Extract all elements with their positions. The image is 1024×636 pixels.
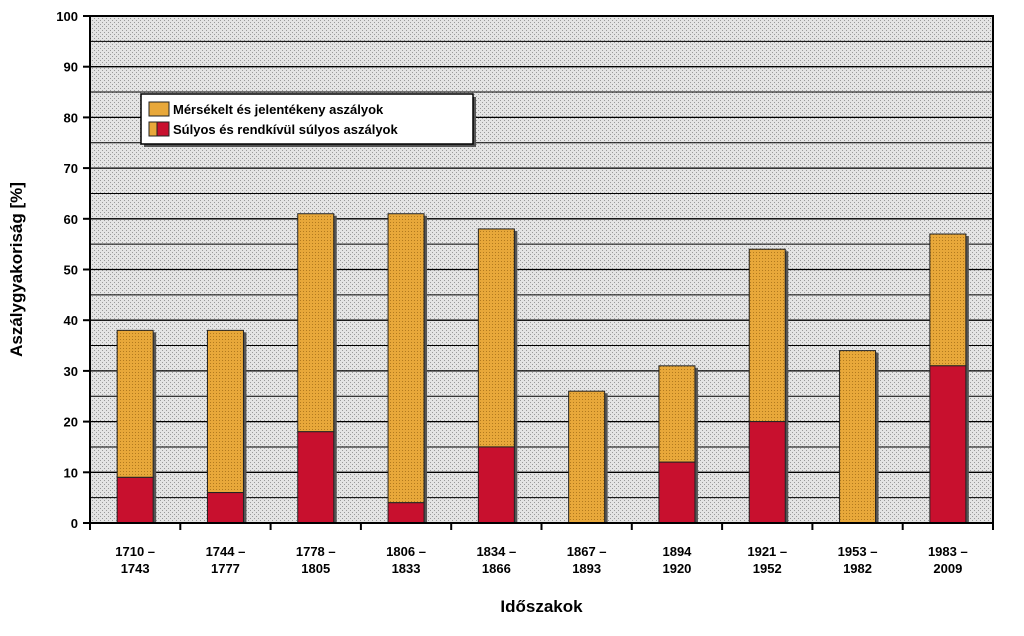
- x-category-label: 1921 –1952: [747, 544, 787, 576]
- bar-moderate-8: [748, 248, 786, 423]
- x-axis-title: Időszakok: [500, 597, 583, 616]
- legend-box: [140, 93, 474, 145]
- x-category-label: 1744 –1777: [206, 544, 246, 576]
- bar-severe-4: [387, 502, 425, 524]
- y-axis-title: Aszálygyakoriság [%]: [7, 182, 26, 357]
- x-category-label: 1894 1920: [662, 544, 692, 576]
- x-category-label: 1806 –1833: [386, 544, 426, 576]
- x-category-label: 1983 –2009: [928, 544, 968, 576]
- y-tick-label: 80: [64, 110, 78, 125]
- y-tick-label: 90: [64, 60, 78, 75]
- bar-severe-5: [477, 446, 515, 524]
- y-tick-label: 0: [71, 516, 78, 531]
- bar-severe-3: [297, 431, 335, 524]
- bar-severe-10: [929, 365, 967, 524]
- y-tick-label: 60: [64, 212, 78, 227]
- x-category-label: 1778 –1805: [296, 544, 336, 576]
- x-category-label: 1834 –1866: [476, 544, 516, 576]
- bar-moderate-10: [929, 233, 967, 367]
- bar-moderate-5: [477, 228, 515, 448]
- x-category-label: 1710 –1743: [115, 544, 155, 576]
- bar-severe-2: [206, 492, 244, 524]
- legend-item-moderate-swatch: [148, 101, 170, 117]
- x-category-label: 1867 –1893: [567, 544, 607, 576]
- legend-item-severe-swatch-fill: [156, 121, 170, 137]
- y-tick-label: 100: [56, 9, 78, 24]
- legend-item-severe-label: Súlyos és rendkívül súlyos aszályok: [173, 122, 398, 137]
- y-tick-label: 10: [64, 465, 78, 480]
- axes-group: 0 10 20 30 40 50 60 70 80 90 100 1710 –1743 1744 –17…: [7, 9, 994, 616]
- y-tick-label: 30: [64, 364, 78, 379]
- legend-group: Mérsékelt és jelentékeny aszályok Súlyos …: [140, 93, 476, 147]
- legend-item-moderate-label: Mérsékelt és jelentékeny aszályok: [173, 102, 384, 117]
- bar-moderate-4: [387, 213, 425, 504]
- bar-moderate-3: [297, 213, 335, 433]
- bar-severe-7: [658, 461, 696, 524]
- bar-moderate-7: [658, 365, 696, 463]
- y-tick-label: 70: [64, 161, 78, 176]
- x-category-label: 1953 –1982: [838, 544, 878, 576]
- bar-moderate-6: [568, 390, 606, 524]
- bar-moderate-9: [839, 350, 877, 524]
- bar-moderate-2: [206, 329, 244, 494]
- y-tick-label: 50: [64, 263, 78, 278]
- bar-severe-1: [116, 476, 154, 524]
- bar-moderate-1: [116, 329, 154, 478]
- bars-group: [116, 213, 969, 524]
- bar-severe-8: [748, 421, 786, 524]
- y-tick-label: 40: [64, 313, 78, 328]
- y-tick-label: 20: [64, 415, 78, 430]
